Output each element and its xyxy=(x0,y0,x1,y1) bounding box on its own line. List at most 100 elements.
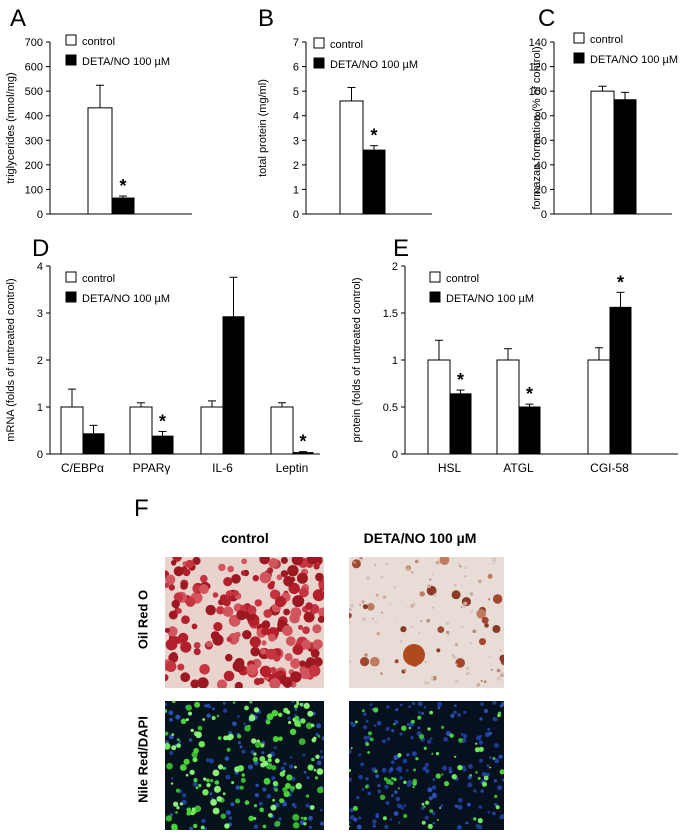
y-tick-label-c: 140 xyxy=(529,37,547,49)
cell-dot xyxy=(232,721,237,727)
cell-dot xyxy=(386,705,390,709)
cell-dot xyxy=(205,778,210,783)
cell-dot xyxy=(457,713,461,717)
cell-dot xyxy=(421,712,424,715)
cell-dot xyxy=(349,749,352,755)
cell-dot xyxy=(411,571,414,574)
cell-dot xyxy=(310,649,320,658)
cell-dot xyxy=(492,562,495,565)
cell-dot xyxy=(492,625,501,633)
cell-dot xyxy=(421,802,425,806)
cell-dot xyxy=(464,566,467,569)
cell-dot xyxy=(361,600,365,604)
x-tick-label-e: CGI-58 xyxy=(590,461,629,475)
cell-dot xyxy=(406,753,410,757)
cell-dot xyxy=(502,778,504,782)
cell-dot xyxy=(194,558,201,565)
legend-label-a: DETA/NO 100 µM xyxy=(82,56,170,68)
legend-label-b: control xyxy=(330,39,363,51)
y-tick-label-d: 2 xyxy=(37,355,43,367)
cell-dot xyxy=(168,710,174,716)
y-tick-label-e: 0.5 xyxy=(383,402,398,414)
cell-dot xyxy=(451,654,454,657)
cell-dot xyxy=(259,807,264,813)
cell-dot xyxy=(317,735,321,738)
cell-dot xyxy=(265,719,271,725)
cell-dot xyxy=(272,590,281,599)
cell-dot xyxy=(278,817,282,821)
cell-dot xyxy=(171,745,177,751)
cell-dot xyxy=(376,720,382,726)
cell-dot xyxy=(445,621,450,626)
cell-dot xyxy=(185,704,192,711)
cell-dot xyxy=(362,604,368,610)
bar-c-deta xyxy=(613,99,637,215)
micrograph-nile-red-deta-art xyxy=(349,701,504,830)
cell-dot xyxy=(259,557,270,565)
cell-dot xyxy=(411,719,415,724)
cell-dot xyxy=(374,563,377,566)
cell-dot xyxy=(239,745,243,749)
cell-dot xyxy=(395,708,399,712)
cell-dot xyxy=(227,565,234,573)
cell-dot xyxy=(376,812,379,816)
cell-dot xyxy=(439,557,450,565)
y-tick-label-a: 700 xyxy=(25,37,43,49)
cell-dot xyxy=(359,603,362,607)
cell-dot xyxy=(367,751,370,754)
cell-dot xyxy=(222,606,234,617)
legend-label-c: DETA/NO 100 µM xyxy=(590,54,678,66)
cell-dot xyxy=(165,708,168,714)
significance-star-e: * xyxy=(617,272,624,292)
cell-dot xyxy=(172,701,176,704)
cell-dot xyxy=(286,774,293,781)
cell-dot xyxy=(270,666,277,674)
y-tick-label-c: 60 xyxy=(535,135,547,147)
cell-dot xyxy=(403,813,408,819)
cell-dot xyxy=(198,584,209,595)
cell-dot xyxy=(317,786,324,794)
cell-dot xyxy=(168,610,178,620)
cell-dot xyxy=(306,557,319,565)
y-tick-label-c: 80 xyxy=(535,111,547,123)
cell-dot xyxy=(484,709,488,713)
cell-dot xyxy=(253,824,259,829)
cell-dot xyxy=(470,642,472,644)
cell-dot xyxy=(198,741,205,748)
cell-dot xyxy=(423,805,426,808)
cell-dot xyxy=(261,751,265,755)
cell-dot xyxy=(479,758,483,763)
cell-dot xyxy=(167,626,178,637)
cell-dot xyxy=(430,676,434,680)
y-tick-label-a: 300 xyxy=(25,135,43,147)
bar-d-control xyxy=(129,406,153,455)
cell-dot xyxy=(385,563,388,566)
cell-dot xyxy=(305,794,310,798)
cell-dot xyxy=(192,781,198,787)
cell-dot xyxy=(453,710,457,715)
cell-dot xyxy=(289,728,297,735)
cell-dot xyxy=(386,737,391,741)
cell-dot xyxy=(487,573,493,579)
cell-dot xyxy=(403,804,406,807)
chart-e: E 0 0.5 1 1.5 2 protein (folds of untreated co… xyxy=(351,235,678,475)
cell-dot xyxy=(175,567,181,573)
cell-dot xyxy=(412,785,415,789)
cell-dot xyxy=(310,723,315,728)
y-tick-label-b: 1 xyxy=(293,184,299,196)
cell-dot xyxy=(305,722,313,730)
cell-dot xyxy=(432,822,436,825)
cell-dot xyxy=(262,787,267,792)
cell-dot xyxy=(295,782,302,790)
micrograph-oil-red-control-art xyxy=(165,557,324,688)
bar-b-control xyxy=(339,100,364,215)
cell-dot xyxy=(406,723,410,727)
cell-dot xyxy=(168,584,175,591)
cell-dot xyxy=(259,571,272,584)
cell-dot xyxy=(193,778,198,783)
cell-dot xyxy=(441,765,448,771)
cell-dot xyxy=(220,813,226,819)
cell-dot xyxy=(217,764,224,770)
bar-d-deta xyxy=(82,433,105,455)
cell-dot xyxy=(303,702,310,709)
